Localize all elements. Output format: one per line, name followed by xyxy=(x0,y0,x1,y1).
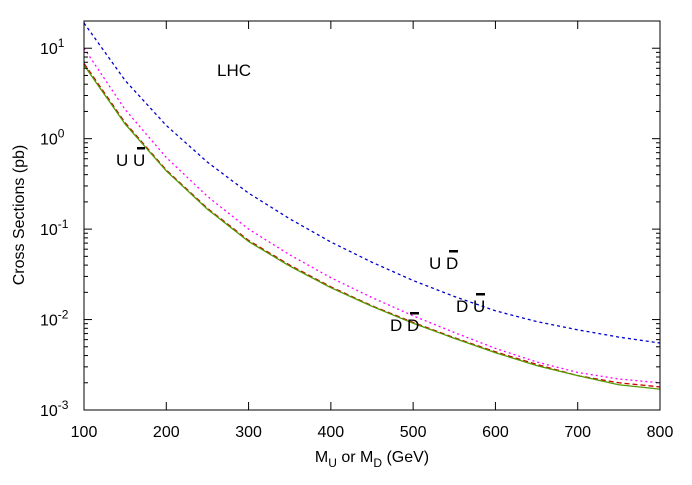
x-tick-label: 100 xyxy=(71,424,98,441)
y-tick-label: 10-2 xyxy=(40,308,69,330)
y-tick-label: 101 xyxy=(40,36,65,58)
annotation-lhc: LHC xyxy=(217,61,251,80)
series-layer xyxy=(83,22,661,390)
annotation-udbar: U D xyxy=(429,250,458,273)
y-tick-label: 100 xyxy=(40,127,65,149)
x-tick-label: 200 xyxy=(153,424,180,441)
annotation-uubar: U U xyxy=(116,147,145,170)
x-axis: 100 200 300 400 500 600 700 800 xyxy=(71,21,674,441)
series-line-uubar xyxy=(83,64,661,390)
y-axis: 10-3 10-2 10-1 100 101 xyxy=(40,20,660,420)
x-tick-label: 700 xyxy=(564,424,591,441)
plot-frame xyxy=(83,20,661,411)
x-tick-label: 400 xyxy=(318,424,345,441)
annotation-uubar-text: U U xyxy=(116,151,145,170)
y-tick-label: 10-3 xyxy=(40,398,69,420)
antiparticle-bar xyxy=(449,250,458,253)
y-tick-label: 10-1 xyxy=(40,217,69,239)
annotation-ddbar-text: D D xyxy=(390,316,419,335)
curve-labels: LHC U U U D D U D D xyxy=(116,61,485,335)
annotation-ddbar: D D xyxy=(390,312,419,335)
antiparticle-bar xyxy=(137,147,145,150)
antiparticle-bar xyxy=(410,312,419,315)
y-axis-title: Cross Sections (pb) xyxy=(11,145,28,286)
series-line-ddbar xyxy=(83,63,661,388)
annotation-udbar-text: U D xyxy=(429,254,458,273)
x-tick-label: 600 xyxy=(482,424,509,441)
antiparticle-bar xyxy=(476,293,485,296)
x-tick-label: 300 xyxy=(235,424,262,441)
series-line-dubar xyxy=(83,47,661,384)
annotation-dubar-text: D U xyxy=(456,297,485,316)
x-tick-label: 500 xyxy=(400,424,427,441)
x-tick-label: 800 xyxy=(647,424,674,441)
series-line-udbar xyxy=(83,22,661,344)
annotation-dubar: D U xyxy=(456,293,485,316)
x-axis-title: MU or MD (GeV) xyxy=(315,449,429,470)
